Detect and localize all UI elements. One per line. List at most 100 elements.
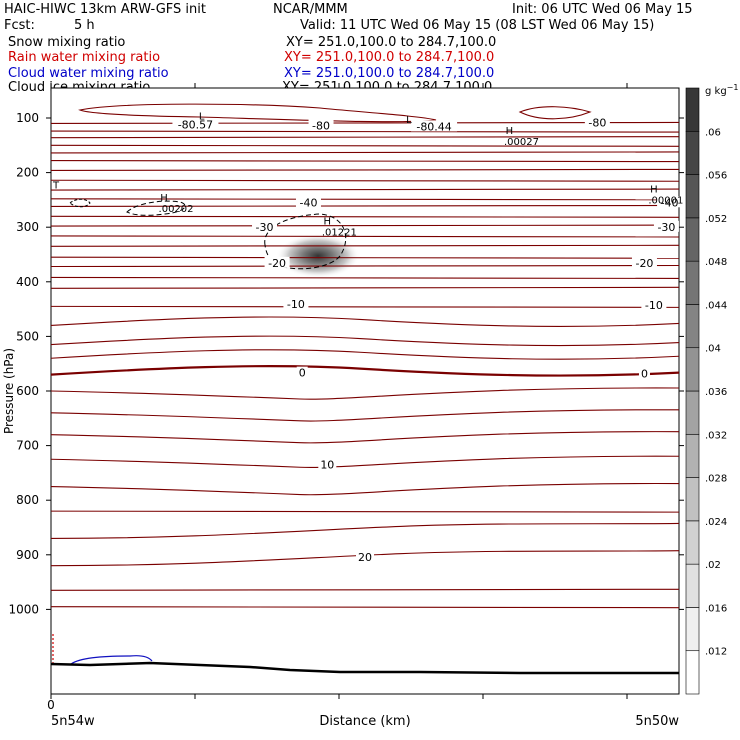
isotherm-line — [51, 305, 679, 308]
isotherm-line — [51, 188, 679, 191]
contour-label: -80.57 — [178, 119, 213, 132]
colorbar-box — [685, 87, 700, 132]
x-axis-label: Distance (km) — [319, 714, 410, 729]
y-tick-label: 700 — [16, 439, 39, 453]
contour-label: 0 — [299, 367, 306, 380]
isotherm-line — [51, 316, 679, 327]
forecast-label: Fcst: — [4, 18, 35, 33]
colorbar-box — [685, 650, 700, 695]
low-contour — [518, 106, 592, 120]
contour-label: 0 — [641, 368, 648, 381]
valid-time: Valid: 11 UTC Wed 06 May 15 (08 LST Wed … — [300, 18, 655, 33]
isotherm-line — [51, 431, 679, 444]
y-tick-label: 1000 — [8, 602, 39, 616]
isotherm-line — [51, 409, 679, 422]
isotherm-line — [51, 455, 679, 468]
extremum-marker: L — [406, 115, 412, 126]
contour-label: -80 — [588, 117, 606, 130]
contour-label-bg — [584, 116, 610, 128]
colorbar-box — [685, 520, 700, 565]
forecast-hour: 5 h — [74, 18, 95, 33]
isotherm-line — [51, 144, 679, 147]
colorbar-box — [685, 130, 700, 175]
contour-label-bg — [283, 297, 309, 309]
snow-dashed-contour — [264, 213, 347, 270]
colorbar-box — [685, 217, 700, 262]
y-tick-label: 600 — [16, 384, 39, 398]
contour-label: -40 — [299, 196, 317, 209]
extremum-marker: H — [650, 184, 658, 195]
isotherm-line — [51, 224, 679, 227]
colorbar-label: .04 — [705, 344, 721, 355]
isotherm-line — [51, 130, 679, 133]
org-label: NCAR/MMM — [273, 2, 348, 17]
colorbar-label: .032 — [705, 430, 727, 441]
x-start-label: 5n54w — [51, 714, 95, 729]
contour-label-bg — [657, 196, 683, 208]
contour-label-bg — [638, 367, 650, 379]
contour-label-bg — [296, 366, 308, 378]
x-tick-label: 0 — [47, 698, 55, 712]
extremum-marker: T — [52, 180, 60, 191]
isotherm-line — [51, 256, 679, 259]
isotherm-line — [51, 482, 679, 496]
field-rain-name: Rain water mixing ratio — [8, 50, 161, 65]
extremum-value: .01221 — [322, 227, 357, 238]
colorbar-label: .056 — [705, 171, 727, 182]
contour-label-bg — [356, 551, 374, 563]
snow-dashed-contour — [126, 200, 186, 216]
colorbar-label: .06 — [705, 127, 721, 138]
y-tick-label: 800 — [16, 493, 39, 507]
colorbar-box — [685, 563, 700, 608]
contour-label-bg — [411, 120, 458, 132]
isotherm-line — [51, 244, 679, 247]
contour-label: -30 — [657, 221, 675, 234]
isotherm-line — [51, 387, 679, 400]
isotherm-line — [51, 286, 679, 289]
cloud-water-contour — [70, 655, 153, 665]
colorbar-box — [685, 174, 700, 219]
y-tick-label: 200 — [16, 166, 39, 180]
contour-label-bg — [631, 256, 657, 268]
contour-label: -20 — [268, 257, 286, 270]
isotherm-line — [51, 168, 679, 171]
isotherm-line — [51, 179, 679, 182]
colorbar-box — [685, 390, 700, 435]
contour-label: 20 — [358, 551, 372, 564]
isotherm-line — [51, 160, 679, 163]
colorbar-label: .044 — [705, 300, 727, 311]
contour-label: -20 — [635, 257, 653, 270]
snow-maximum-shading — [276, 234, 360, 278]
ice-dashed-contour — [69, 198, 91, 208]
isotherm-line — [51, 550, 679, 567]
isotherm-line — [51, 510, 679, 513]
isotherm-line — [51, 235, 679, 238]
extremum-value: .00027 — [504, 137, 539, 148]
contour-label: -40 — [661, 196, 679, 209]
contour-label-bg — [641, 298, 667, 310]
extremum-value: .00202 — [159, 204, 194, 215]
x-end-label: 5n50w — [635, 714, 679, 729]
init-time: Init: 06 UTC Wed 06 May 15 — [512, 2, 693, 17]
extremum-value: .00001 — [648, 195, 683, 206]
isotherm-line — [51, 365, 679, 377]
colorbar: .012 .016 .02 .024 .028 .032 .036 .04 .044 .048 .0… — [685, 87, 727, 695]
colorbar-label: .048 — [705, 257, 727, 268]
colorbar-label: .016 — [705, 603, 727, 614]
contour-label: -80.44 — [416, 120, 451, 133]
isotherm-line — [51, 522, 679, 539]
y-tick-label: 900 — [16, 548, 39, 562]
contour-label-bg — [264, 256, 290, 268]
colorbar-box — [685, 477, 700, 522]
y-tick-label: 500 — [16, 329, 39, 343]
colorbar-box — [685, 607, 700, 652]
isotherm-line — [51, 198, 679, 201]
extremum-marker: H — [324, 216, 332, 227]
colorbar-box — [685, 347, 700, 392]
isotherm-line — [51, 349, 679, 360]
contour-label: -80 — [312, 119, 330, 132]
isotherm-line — [51, 264, 679, 268]
field-cloudwater-xy: XY= 251.0,100.0 to 284.7,100.0 — [284, 66, 495, 81]
plot-area — [50, 87, 680, 695]
contour-label: -10 — [287, 298, 305, 311]
